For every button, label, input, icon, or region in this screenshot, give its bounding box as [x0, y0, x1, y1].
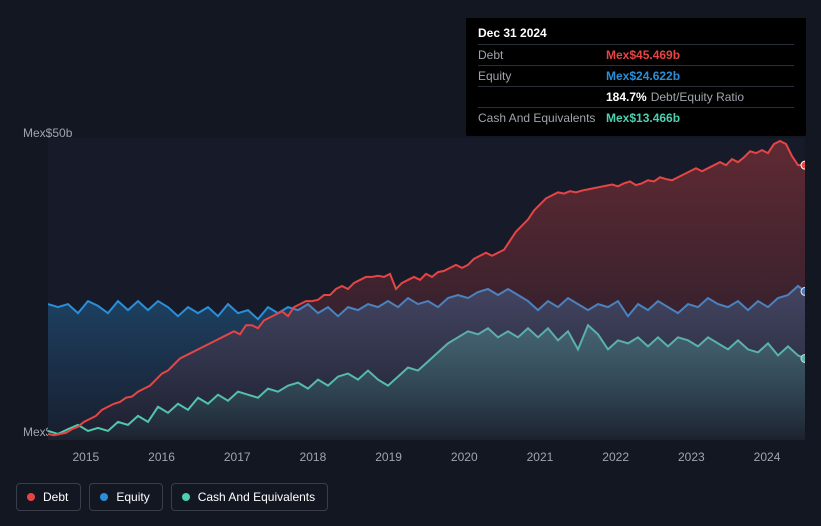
- tooltip-label: [478, 90, 606, 104]
- legend-item-debt[interactable]: Debt: [16, 483, 81, 511]
- x-axis-tick: 2021: [527, 450, 554, 466]
- tooltip-date: Dec 31 2024: [478, 26, 794, 44]
- tooltip-value: 184.7%: [606, 90, 647, 104]
- legend-item-cash-and-equivalents[interactable]: Cash And Equivalents: [171, 483, 328, 511]
- legend: Debt Equity Cash And Equivalents: [16, 483, 328, 511]
- chart-plot-area[interactable]: [48, 138, 805, 440]
- legend-dot-icon: [27, 493, 35, 501]
- x-axis-tick: 2022: [602, 450, 629, 466]
- tooltip-extra: Debt/Equity Ratio: [651, 90, 744, 104]
- tooltip-label: Debt: [478, 48, 606, 62]
- series-endpoint-debt: [801, 161, 805, 169]
- x-axis-tick: 2016: [148, 450, 175, 466]
- legend-label: Equity: [116, 490, 149, 504]
- legend-dot-icon: [182, 493, 190, 501]
- tooltip-row: DebtMex$45.469b: [478, 44, 794, 65]
- chart-tooltip: Dec 31 2024 DebtMex$45.469bEquityMex$24.…: [466, 18, 806, 136]
- tooltip-label: Cash And Equivalents: [478, 111, 606, 125]
- tooltip-label: Equity: [478, 69, 606, 83]
- legend-item-equity[interactable]: Equity: [89, 483, 162, 511]
- x-axis-tick: 2015: [72, 450, 99, 466]
- legend-label: Debt: [43, 490, 68, 504]
- tooltip-value: Mex$13.466b: [606, 111, 680, 125]
- tooltip-row: EquityMex$24.622b: [478, 65, 794, 86]
- x-axis-tick: 2018: [300, 450, 327, 466]
- tooltip-row: Cash And EquivalentsMex$13.466b: [478, 107, 794, 128]
- legend-label: Cash And Equivalents: [198, 490, 315, 504]
- tooltip-value: Mex$24.622b: [606, 69, 680, 83]
- x-axis-tick: 2023: [678, 450, 705, 466]
- x-axis-labels: 2015 2016 2017 2018 2019 2020 2021 2022 2023 2024: [48, 450, 805, 466]
- x-axis-tick: 2020: [451, 450, 478, 466]
- x-axis-tick: 2017: [224, 450, 251, 466]
- tooltip-value: Mex$45.469b: [606, 48, 680, 62]
- tooltip-row: 184.7% Debt/Equity Ratio: [478, 86, 794, 107]
- legend-dot-icon: [100, 493, 108, 501]
- x-axis-tick: 2024: [754, 450, 781, 466]
- x-axis-tick: 2019: [375, 450, 402, 466]
